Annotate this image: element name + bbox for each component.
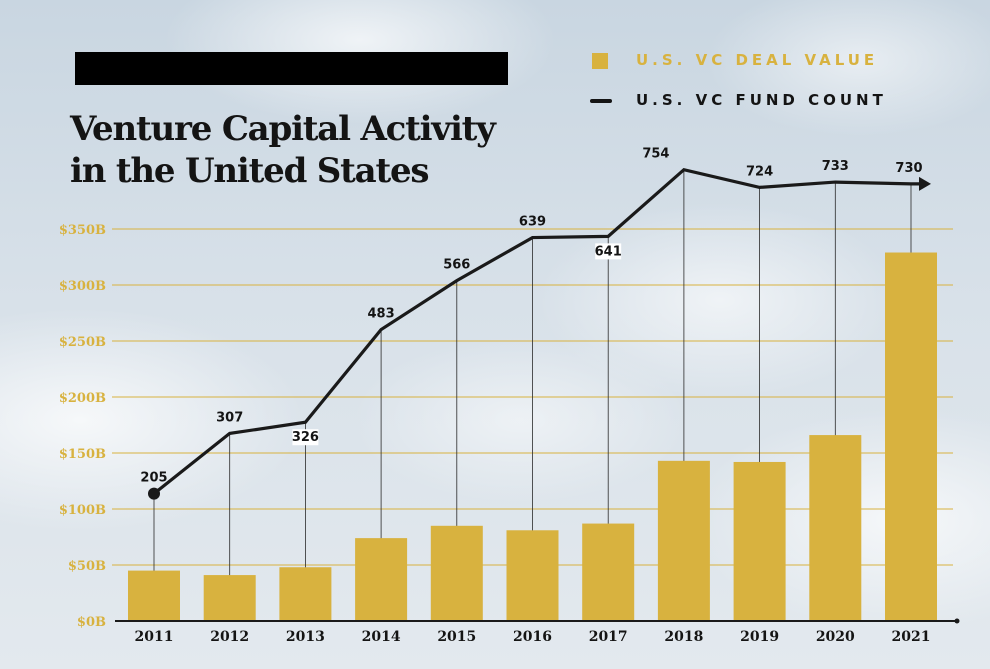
legend-label-deal-value: U.S. VC DEAL VALUE <box>636 51 879 69</box>
point-label-2018: 754 <box>642 147 669 162</box>
x-tick-label: 2021 <box>892 629 931 645</box>
fund-count-line <box>148 167 931 500</box>
x-tick-label: 2019 <box>740 629 779 645</box>
x-tick-label: 2020 <box>816 629 855 645</box>
x-tick-label: 2018 <box>664 629 703 645</box>
line-end-arrow <box>919 176 931 191</box>
bar-2011 <box>128 570 180 621</box>
point-label-2014: 483 <box>368 307 395 322</box>
x-axis-ticks: 2011 2012 2013 2014 2015 2016 2017 2018 2019 2020… <box>135 629 931 645</box>
y-tick-label: $200B <box>59 391 106 406</box>
bar-2015 <box>430 525 483 621</box>
x-axis <box>115 618 960 624</box>
line-start-marker <box>148 487 160 500</box>
bar-2017 <box>582 523 635 621</box>
point-label-2012: 307 <box>216 410 243 425</box>
bar-2021 <box>885 252 937 621</box>
x-tick-label: 2015 <box>437 629 476 645</box>
bar-2012 <box>203 575 256 621</box>
y-tick-label: $0B <box>77 615 106 630</box>
x-tick-label: 2014 <box>362 629 401 645</box>
y-tick-label: $250B <box>59 335 106 350</box>
bar-2020 <box>809 435 862 621</box>
point-label-2021: 730 <box>895 161 922 176</box>
point-label-2017: 641 <box>595 244 622 259</box>
legend-swatch-bar <box>592 53 608 69</box>
bar-2018 <box>657 460 710 621</box>
chart-title-line-2: in the United States <box>70 151 430 191</box>
y-tick-label: $100B <box>59 503 106 518</box>
fund-count-series-line <box>153 167 919 495</box>
x-tick-label: 2017 <box>589 629 628 645</box>
chart-title: Venture Capital Activity in the United S… <box>70 108 496 192</box>
y-tick-label: $350B <box>59 223 106 238</box>
bar-2013 <box>279 567 332 621</box>
point-label-backdrop <box>292 429 319 446</box>
y-tick-label: $300B <box>59 279 106 294</box>
bar-2014 <box>355 538 408 621</box>
point-label-2011: 205 <box>140 471 167 486</box>
bar-2016 <box>506 530 559 621</box>
x-tick-label: 2013 <box>286 629 325 645</box>
point-label-backdrop <box>595 243 622 260</box>
legend-label-fund-count: U.S. VC FUND COUNT <box>636 91 887 109</box>
chart-title-line-1: Venture Capital Activity <box>70 109 496 149</box>
point-label-2013: 326 <box>292 430 319 445</box>
point-label-2016: 639 <box>519 215 546 230</box>
legend-swatch-line <box>590 99 612 103</box>
point-label-2015: 566 <box>443 258 470 273</box>
deal-value-bars <box>128 252 937 621</box>
y-tick-label: $150B <box>59 447 106 462</box>
x-tick-label: 2012 <box>210 629 249 645</box>
point-label-2019: 724 <box>746 164 773 179</box>
redaction-bar <box>75 52 508 85</box>
y-tick-label: $50B <box>68 559 106 574</box>
x-tick-label: 2011 <box>135 629 174 645</box>
bar-2019 <box>733 461 786 621</box>
y-axis-ticks: $0B $50B $100B $150B $200B $250B $300B $350B <box>59 223 106 630</box>
x-axis-end-dot <box>954 618 960 624</box>
point-label-2020: 733 <box>822 159 849 174</box>
x-tick-label: 2016 <box>513 629 552 645</box>
fund-count-labels: 205 307 326 483 566 639 641 754 724 733 730 <box>140 147 922 486</box>
